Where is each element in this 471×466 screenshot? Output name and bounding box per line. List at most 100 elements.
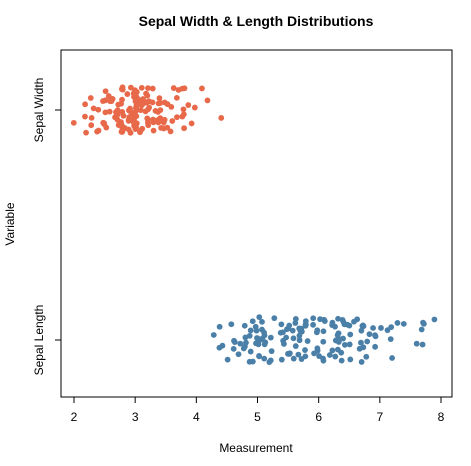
- sepal-width-point: [181, 125, 187, 132]
- sepal-width-point: [138, 84, 145, 91]
- sepal-length-point: [289, 327, 296, 334]
- sepal-length-point: [210, 332, 217, 338]
- x-tick-label: 7: [376, 410, 383, 424]
- sepal-width-point: [134, 101, 140, 108]
- sepal-length-point: [254, 335, 261, 342]
- x-tick-label: 2: [71, 410, 78, 424]
- sepal-length-point: [316, 353, 322, 359]
- sepal-width-point: [70, 119, 77, 126]
- x-tick-label: 4: [193, 410, 200, 424]
- sepal-length-point: [351, 318, 357, 325]
- sepal-width-point: [120, 112, 127, 119]
- sepal-width-point: [137, 107, 144, 113]
- sepal-width-point: [100, 119, 107, 126]
- sepal-width-point: [161, 116, 168, 123]
- sepal-length-point: [347, 331, 354, 338]
- sepal-length-point: [388, 324, 395, 331]
- sepal-length-point: [347, 356, 354, 363]
- sepal-width-point: [167, 128, 174, 135]
- sepal-length-point: [298, 328, 305, 335]
- sepal-length-point: [340, 335, 346, 342]
- sepal-width-point: [144, 92, 151, 99]
- sepal-length-point: [249, 358, 256, 365]
- sepal-length-point: [358, 327, 365, 334]
- sepal-length-point: [259, 318, 265, 325]
- sepal-width-point: [150, 116, 156, 123]
- sepal-length-point: [346, 322, 353, 329]
- sepal-length-point: [321, 318, 328, 325]
- sepal-length-point: [359, 323, 366, 329]
- sepal-width-point: [204, 97, 211, 104]
- sepal-length-point: [329, 347, 336, 354]
- y-tick-label: Sepal Width: [32, 78, 46, 143]
- sepal-length-point: [370, 325, 376, 331]
- sepal-width-point: [145, 85, 151, 92]
- sepal-width-point: [103, 124, 110, 131]
- sepal-length-point: [387, 336, 394, 342]
- sepal-width-point: [102, 88, 109, 95]
- sepal-length-point: [364, 338, 371, 345]
- sepal-length-point: [231, 339, 238, 345]
- x-tick-label: 5: [254, 410, 261, 424]
- sepal-length-point: [304, 338, 311, 344]
- sepal-length-point: [320, 338, 327, 345]
- sepal-width-point: [156, 95, 163, 102]
- sepal-length-point: [372, 333, 379, 340]
- sepal-width-point: [95, 106, 102, 113]
- sepal-length-point: [326, 352, 333, 358]
- sepal-width-point: [87, 95, 94, 101]
- x-tick-label: 6: [315, 410, 322, 424]
- sepal-length-point: [419, 341, 426, 348]
- sepal-length-point: [311, 350, 317, 357]
- sepal-width-point: [119, 96, 125, 103]
- sepal-length-point: [335, 315, 341, 322]
- sepal-width-point: [90, 105, 97, 112]
- sepal-length-point: [247, 348, 254, 355]
- sepal-width-point: [82, 113, 88, 120]
- sepal-width-point: [118, 122, 125, 129]
- sepal-length-point: [372, 343, 379, 350]
- sepal-width-point: [119, 86, 126, 93]
- sepal-length-point: [292, 343, 299, 349]
- sepal-width-point: [157, 115, 164, 121]
- sepal-length-point: [320, 328, 327, 335]
- sepal-length-point: [341, 341, 348, 348]
- sepal-length-point: [259, 326, 265, 333]
- sepal-length-point: [243, 339, 249, 346]
- sepal-length-point: [332, 323, 338, 330]
- sepal-width-point: [218, 115, 225, 121]
- sepal-length-point: [261, 332, 268, 339]
- sepal-length-point: [228, 321, 235, 328]
- sepal-length-point: [283, 334, 290, 341]
- sepal-width-point: [133, 108, 139, 114]
- sepal-length-point: [278, 356, 285, 363]
- sepal-length-point: [268, 348, 275, 355]
- sepal-width-point: [169, 118, 176, 124]
- sepal-width-point: [88, 114, 95, 121]
- sepal-length-point: [249, 318, 256, 325]
- sepal-length-point: [224, 356, 231, 363]
- sepal-length-point: [320, 357, 327, 364]
- sepal-length-point: [286, 350, 293, 357]
- sepal-length-point: [296, 337, 303, 344]
- sepal-width-point: [150, 127, 157, 134]
- sepal-length-point: [290, 355, 297, 362]
- sepal-width-point: [124, 91, 131, 97]
- sepal-width-point: [119, 129, 126, 135]
- sepal-width-point: [188, 120, 195, 127]
- sepal-length-point: [256, 353, 263, 360]
- sepal-length-point: [360, 344, 367, 351]
- sepal-width-point: [149, 85, 156, 92]
- sepal-width-point: [168, 103, 175, 110]
- sepal-width-point: [82, 101, 89, 108]
- sepal-width-point: [132, 119, 139, 126]
- sepal-length-point: [267, 357, 274, 364]
- sepal-width-point: [113, 111, 120, 118]
- sepal-width-point: [174, 114, 180, 121]
- data-points: [70, 84, 438, 365]
- sepal-width-point: [158, 124, 164, 131]
- sepal-length-point: [302, 353, 309, 360]
- sepal-width-point: [199, 85, 205, 92]
- sepal-width-point: [157, 100, 164, 106]
- sepal-length-point: [378, 325, 384, 331]
